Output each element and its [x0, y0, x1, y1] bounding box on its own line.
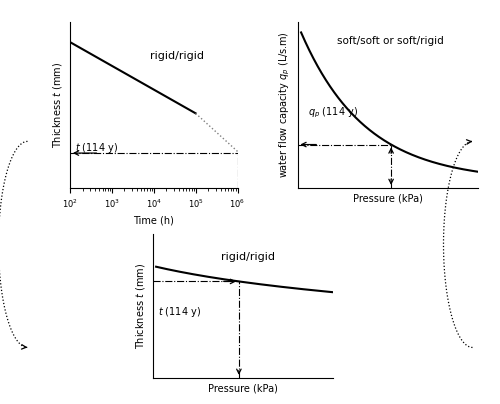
Y-axis label: Thickness $t$ (mm): Thickness $t$ (mm) [52, 62, 64, 148]
Y-axis label: Thickness $t$ (mm): Thickness $t$ (mm) [134, 263, 147, 349]
Text: $q_p$ (114 y): $q_p$ (114 y) [308, 105, 358, 120]
Text: soft/soft or soft/rigid: soft/soft or soft/rigid [337, 36, 444, 46]
Text: $t$ (114 y): $t$ (114 y) [75, 141, 118, 156]
X-axis label: Pressure (kPa): Pressure (kPa) [352, 194, 422, 204]
X-axis label: Time (h): Time (h) [134, 216, 174, 225]
Text: rigid/rigid: rigid/rigid [221, 252, 275, 262]
Text: rigid/rigid: rigid/rigid [150, 50, 204, 61]
Text: $t$ (114 y): $t$ (114 y) [158, 305, 201, 319]
X-axis label: Pressure (kPa): Pressure (kPa) [208, 383, 278, 393]
Y-axis label: water flow capacity $q_p$ (L/s.m): water flow capacity $q_p$ (L/s.m) [278, 32, 292, 179]
